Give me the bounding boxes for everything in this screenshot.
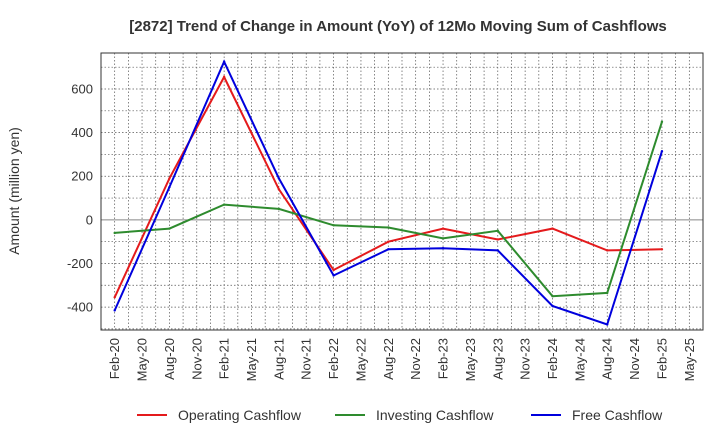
legend-label: Free Cashflow: [572, 407, 663, 423]
y-tick-label: 0: [86, 212, 93, 227]
data-point: [113, 231, 116, 235]
x-tick-label: Feb-24: [545, 338, 560, 379]
x-tick-label: Feb-22: [326, 338, 341, 379]
data-point: [222, 60, 226, 63]
y-tick-label: 400: [71, 125, 93, 140]
x-tick-label: May-21: [244, 338, 259, 381]
x-tick-label: Nov-20: [189, 338, 204, 380]
y-tick-label: -200: [67, 256, 93, 271]
data-point: [277, 177, 281, 180]
y-tick-label: 200: [71, 169, 93, 184]
chart-title: [2872] Trend of Change in Amount (YoY) o…: [129, 18, 667, 35]
data-point: [168, 185, 171, 189]
data-point: [496, 249, 499, 252]
axes: [100, 52, 704, 331]
x-tick-label: Aug-22: [381, 338, 396, 380]
y-tick-label: 600: [71, 81, 93, 96]
x-tick-label: May-20: [135, 338, 150, 381]
data-point: [496, 238, 499, 241]
data-point: [387, 240, 390, 243]
x-tick-label: Nov-22: [408, 338, 423, 380]
data-point: [551, 227, 554, 230]
data-point: [441, 247, 445, 250]
series-group: [113, 59, 664, 326]
x-tick-label: Feb-20: [107, 338, 122, 379]
data-point: [551, 294, 554, 298]
x-tick-label: May-24: [572, 338, 587, 381]
x-tick-label: May-23: [463, 338, 478, 381]
tick-labels: -400 -200 0 200 400 600 Feb-20 May-20 Aug-20 Nov-…: [67, 81, 697, 381]
data-point: [606, 323, 609, 326]
data-point: [441, 227, 445, 230]
data-point: [113, 296, 116, 299]
legend-label: Investing Cashflow: [376, 407, 494, 423]
data-point: [441, 237, 445, 240]
legend-label: Operating Cashflow: [178, 407, 302, 423]
data-point: [332, 274, 335, 277]
x-tick-label: May-25: [682, 338, 697, 381]
data-point: [551, 304, 554, 308]
y-axis-label: Amount (million yen): [6, 127, 22, 255]
data-point: [660, 248, 664, 251]
grid: [101, 53, 703, 330]
x-tick-label: Aug-23: [490, 338, 505, 380]
x-tick-label: May-22: [353, 338, 368, 381]
data-point: [277, 207, 281, 211]
data-point: [222, 75, 226, 79]
x-tick-label: Feb-21: [217, 338, 232, 379]
data-point: [113, 309, 116, 312]
x-tick-label: Aug-20: [162, 338, 177, 380]
legend: Operating Cashflow Investing Cashflow Free…: [137, 407, 663, 423]
data-point: [222, 203, 226, 206]
x-tick-label: Aug-21: [271, 338, 286, 380]
data-point: [660, 120, 664, 123]
x-tick-label: Feb-23: [436, 338, 451, 379]
data-point: [496, 229, 499, 232]
data-point: [606, 291, 609, 295]
x-tick-label: Nov-23: [518, 338, 533, 380]
data-point: [332, 224, 335, 227]
data-point: [606, 249, 609, 252]
data-point: [332, 268, 335, 272]
data-point: [660, 149, 664, 153]
x-tick-label: Nov-24: [627, 338, 642, 380]
x-tick-label: Feb-25: [654, 338, 669, 379]
data-point: [168, 177, 171, 180]
data-point: [387, 248, 390, 251]
data-point: [168, 227, 171, 230]
plot-frame: [100, 52, 704, 331]
x-tick-label: Nov-21: [299, 338, 314, 380]
data-point: [277, 188, 281, 191]
data-point: [387, 226, 390, 229]
x-tick-label: Aug-24: [600, 338, 615, 380]
y-tick-label: -400: [67, 300, 93, 315]
